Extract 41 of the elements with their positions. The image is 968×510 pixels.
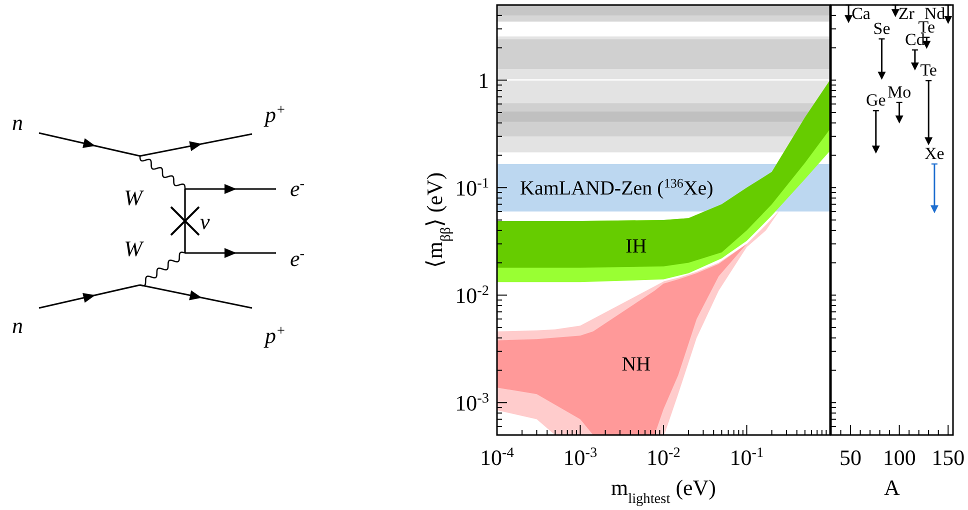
annotation: IH xyxy=(626,235,647,258)
annotation: Xe xyxy=(924,144,944,163)
x-axis-title: A xyxy=(884,475,900,500)
text: W xyxy=(124,185,144,210)
y-tick-label: 10$^{-1}$ xyxy=(455,176,489,201)
x-tick-label: 50 xyxy=(840,445,862,470)
text: ν xyxy=(200,209,210,234)
y-tick-label: 10$^{-3}$ xyxy=(455,390,489,416)
point xyxy=(844,15,853,24)
text: p$^{+}$ xyxy=(263,323,286,348)
point xyxy=(872,146,880,154)
point xyxy=(944,16,952,24)
annotation: Ge xyxy=(866,90,886,110)
x-tick-label: 10$^{-4}$ xyxy=(480,445,514,470)
x-tick-label: 100 xyxy=(882,445,916,470)
annotation: NH xyxy=(622,354,651,376)
x-tick-label: 10$^{-3}$ xyxy=(563,445,598,470)
x-axis-title: m$_{lightest}$ (eV) xyxy=(610,475,716,507)
y-tick-label: 10$^{-2}$ xyxy=(455,283,489,308)
annotation: Se xyxy=(873,18,890,38)
point xyxy=(878,72,886,80)
y-tick-label: 1 xyxy=(478,68,489,94)
text: p$^{+}$ xyxy=(263,102,286,127)
text: W xyxy=(124,236,144,261)
text: e$^{-}$ xyxy=(290,176,305,201)
point xyxy=(930,205,938,214)
point xyxy=(924,137,933,146)
x-tick-label: 10$^{-1}$ xyxy=(730,445,764,470)
point xyxy=(910,62,919,70)
point xyxy=(895,116,904,124)
annotation: Zr xyxy=(898,4,915,23)
band-label: KamLAND-Zen ($^{136}$Xe) xyxy=(520,175,714,200)
x-tick-label: 10$^{-2}$ xyxy=(646,445,680,470)
text: e$^{-}$ xyxy=(290,246,305,271)
text: n xyxy=(12,313,23,338)
point xyxy=(891,9,900,18)
annotation: Mo xyxy=(888,82,912,102)
text: n xyxy=(12,110,23,135)
annotation: Te xyxy=(920,60,937,80)
x-tick-label: 150 xyxy=(932,445,965,470)
annotation: Ca xyxy=(852,4,871,23)
